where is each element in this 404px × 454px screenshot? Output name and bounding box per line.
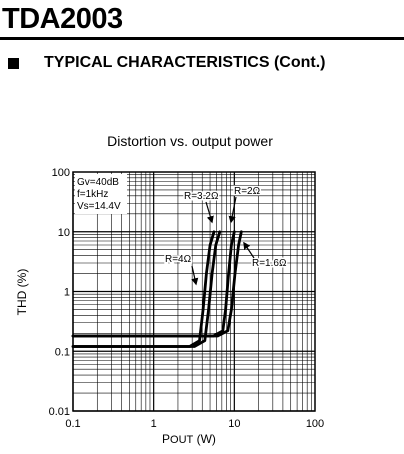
x-tick-label: 10 <box>228 418 240 430</box>
series-label: R=4Ω <box>165 254 192 265</box>
x-axis-label-unit: (W) <box>193 432 216 446</box>
series-label-arrow <box>243 241 255 259</box>
condition-label: f=1kHz <box>77 189 108 200</box>
y-tick-label: 10 <box>58 227 70 239</box>
section-bullet-icon <box>8 58 19 69</box>
series-label-arrow <box>228 196 237 224</box>
conditions-box <box>75 174 127 214</box>
x-axis-label-subscript: OUT <box>170 434 194 446</box>
y-tick-label: 0.1 <box>55 346 70 358</box>
x-tick-label: 0.1 <box>65 418 80 430</box>
chart-title: Distortion vs. output power <box>107 133 273 149</box>
x-tick-label: 100 <box>306 418 324 430</box>
y-tick-label: 1 <box>64 287 70 299</box>
series-label-arrow <box>205 201 214 224</box>
plot-frame <box>72 171 316 412</box>
y-tick-label: 100 <box>52 167 70 179</box>
condition-label: Gv=40dB <box>77 177 119 188</box>
series-line <box>71 230 243 338</box>
series-lines <box>71 230 243 348</box>
title-divider <box>0 37 404 40</box>
series-line <box>71 230 216 348</box>
x-tick-label: 1 <box>151 418 157 430</box>
x-axis-label-main: P <box>162 432 171 446</box>
part-number-title: TDA2003 <box>2 3 123 35</box>
series-labels: R=4Ω R=3.2Ω R=2Ω R=1.6Ω <box>164 185 288 286</box>
series-label: R=3.2Ω <box>184 191 219 202</box>
section-heading: TYPICAL CHARACTERISTICS (Cont.) <box>44 54 326 71</box>
y-tick-label: 0.01 <box>49 406 70 418</box>
series-label: R=2Ω <box>234 186 261 197</box>
series-label: R=1.6Ω <box>252 258 287 269</box>
series-label-arrow <box>191 265 199 286</box>
condition-label: Vs=14.4V <box>77 201 121 212</box>
x-axis-label: POUT (W) <box>162 432 216 446</box>
series-line <box>71 230 222 348</box>
